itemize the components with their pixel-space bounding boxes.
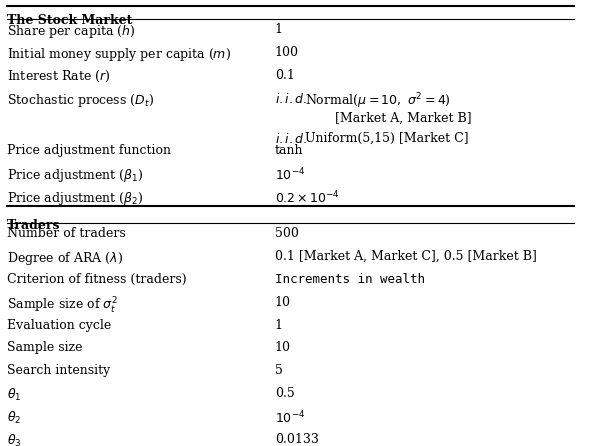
Text: tanh: tanh [275, 144, 303, 157]
Text: $0.2 \times 10^{-4}$: $0.2 \times 10^{-4}$ [275, 190, 340, 206]
Text: 10: 10 [275, 342, 291, 355]
Text: $10^{-4}$: $10^{-4}$ [275, 167, 305, 183]
Text: $\theta_2$: $\theta_2$ [7, 410, 21, 426]
Text: Increments in wealth: Increments in wealth [275, 273, 424, 286]
Text: $10^{-4}$: $10^{-4}$ [275, 410, 305, 426]
Text: Criterion of fitness (traders): Criterion of fitness (traders) [7, 273, 187, 286]
Text: $i.i.d.$: $i.i.d.$ [275, 91, 307, 106]
Text: 10: 10 [275, 296, 291, 309]
Text: Price adjustment function: Price adjustment function [7, 144, 171, 157]
Text: Price adjustment ($\beta_2$): Price adjustment ($\beta_2$) [7, 190, 144, 206]
Text: Initial money supply per capita ($m$): Initial money supply per capita ($m$) [7, 46, 231, 63]
Text: Search intensity: Search intensity [7, 364, 110, 377]
Text: 5: 5 [275, 364, 282, 377]
Text: Interest Rate ($r$): Interest Rate ($r$) [7, 69, 110, 84]
Text: 1: 1 [275, 319, 282, 332]
Text: [Market A, Market B]: [Market A, Market B] [335, 112, 472, 124]
Text: Normal($\mu = 10,\ \sigma^2 = 4$): Normal($\mu = 10,\ \sigma^2 = 4$) [304, 91, 451, 111]
Text: 0.5: 0.5 [275, 387, 294, 400]
Text: Uniform(5,15) [Market C]: Uniform(5,15) [Market C] [304, 132, 468, 145]
Text: Number of traders: Number of traders [7, 227, 126, 240]
Text: 500: 500 [275, 227, 298, 240]
Text: 0.1 [Market A, Market C], 0.5 [Market B]: 0.1 [Market A, Market C], 0.5 [Market B] [275, 250, 537, 263]
Text: Stochastic process ($D_t$): Stochastic process ($D_t$) [7, 91, 154, 108]
Text: $\theta_3$: $\theta_3$ [7, 433, 21, 446]
Text: 0.0133: 0.0133 [275, 433, 319, 446]
Text: Sample size: Sample size [7, 342, 82, 355]
Text: 100: 100 [275, 46, 298, 59]
Text: $\theta_1$: $\theta_1$ [7, 387, 21, 403]
Text: 1: 1 [275, 23, 282, 36]
Text: The Stock Market: The Stock Market [7, 14, 133, 27]
Text: 0.1: 0.1 [275, 69, 294, 82]
Text: Traders: Traders [7, 219, 61, 231]
Text: $i.i.d.$: $i.i.d.$ [275, 132, 307, 146]
Text: Share per capita ($h$): Share per capita ($h$) [7, 23, 136, 40]
Text: Price adjustment ($\beta_1$): Price adjustment ($\beta_1$) [7, 167, 144, 184]
Text: Evaluation cycle: Evaluation cycle [7, 319, 112, 332]
Text: Degree of ARA ($\lambda$): Degree of ARA ($\lambda$) [7, 250, 123, 267]
Text: Sample size of $\sigma_t^2$: Sample size of $\sigma_t^2$ [7, 296, 118, 316]
